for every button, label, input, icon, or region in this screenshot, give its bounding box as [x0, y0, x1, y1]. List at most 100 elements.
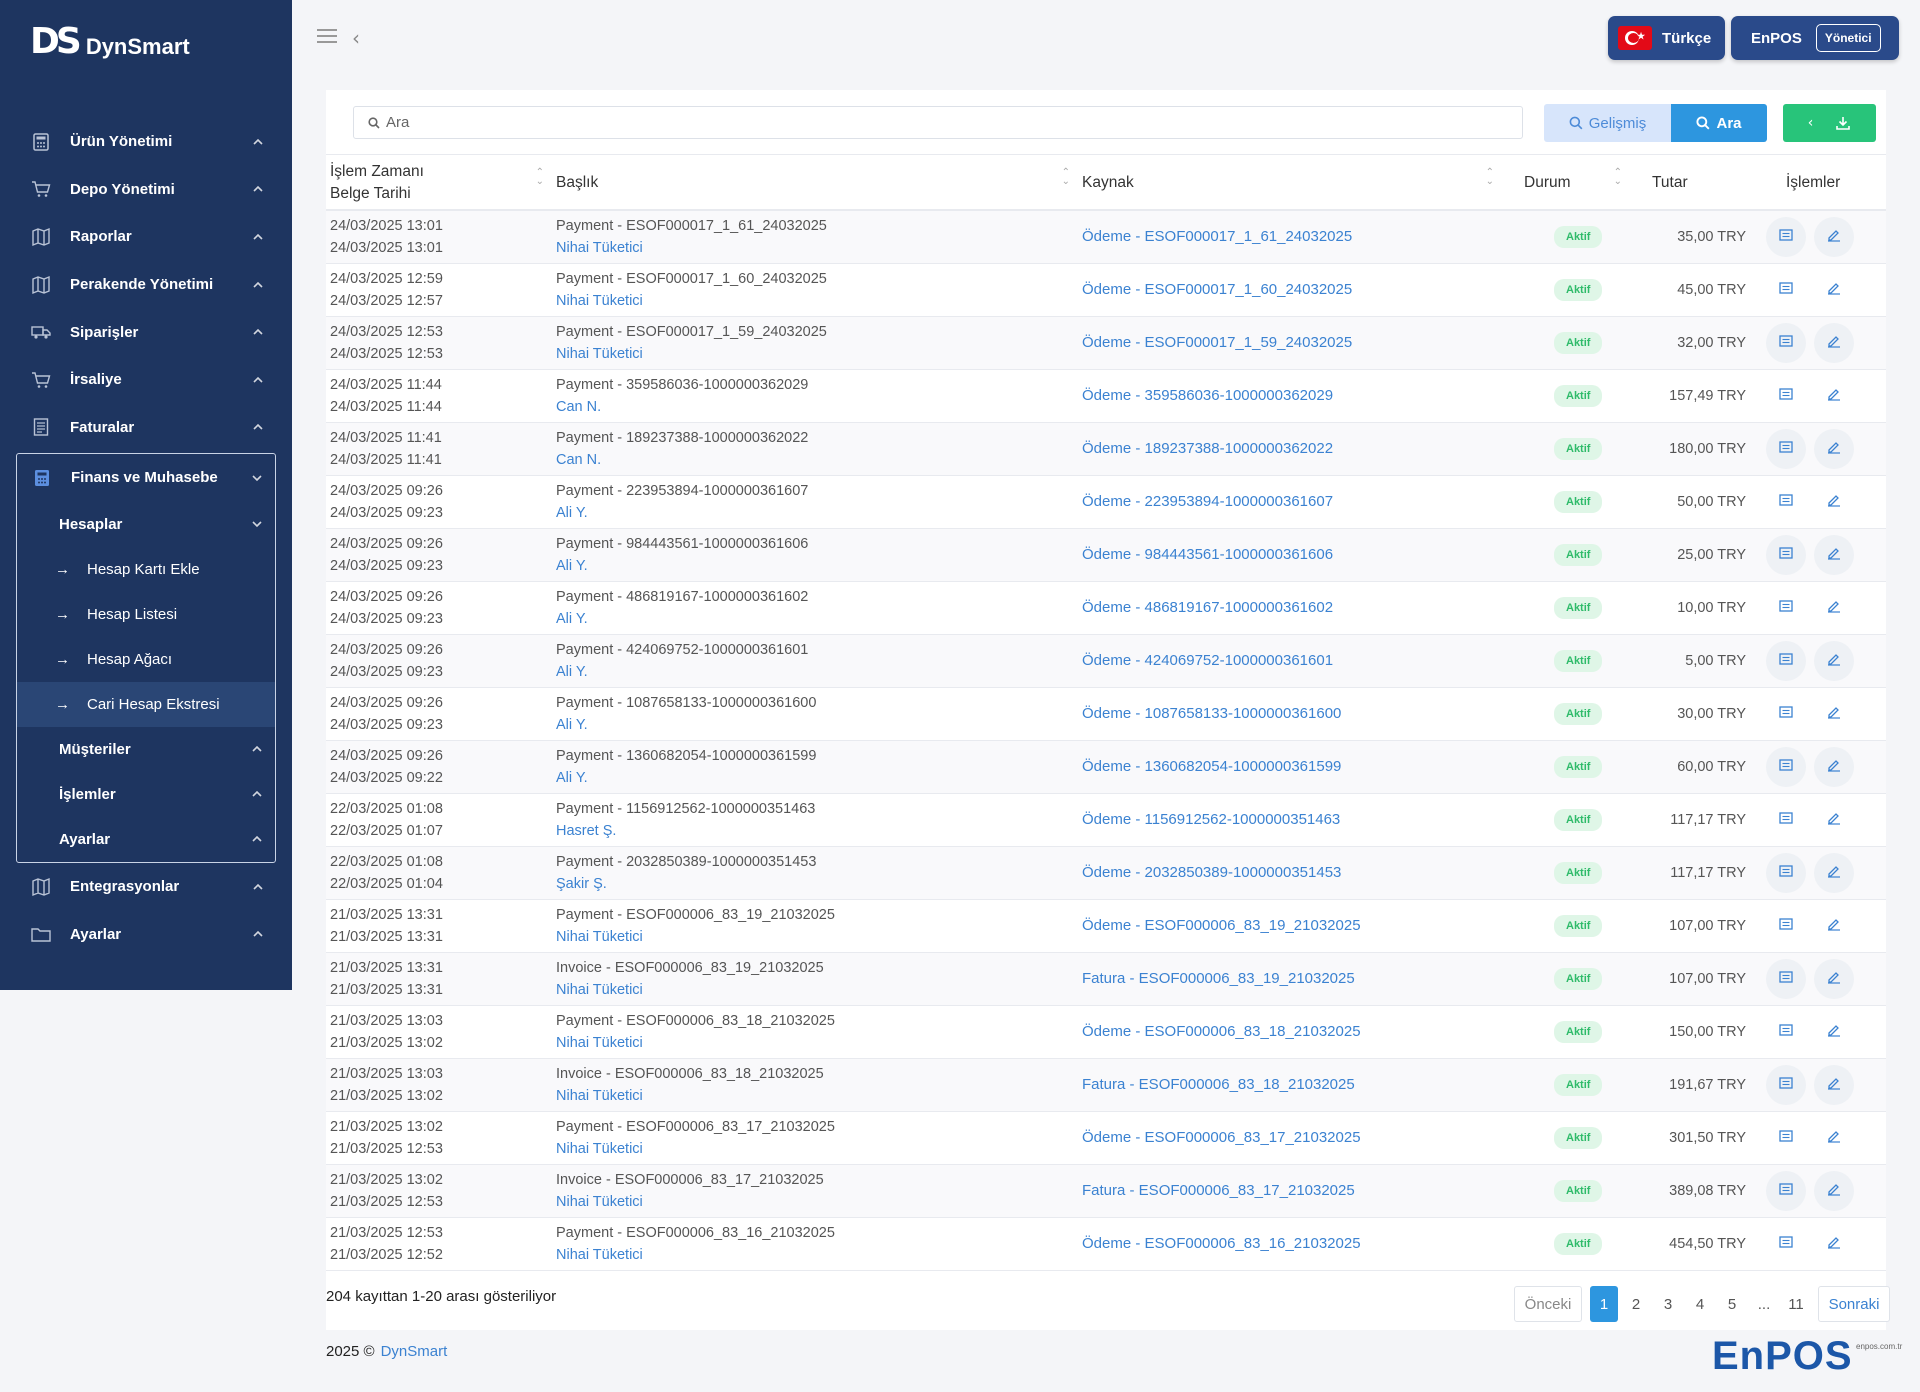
edit-button[interactable]	[1814, 800, 1854, 840]
detail-button[interactable]	[1766, 216, 1806, 257]
collapse-chevron-icon[interactable]: ‹	[352, 26, 360, 50]
page-button[interactable]: ...	[1757, 1295, 1771, 1313]
table-row[interactable]: 22/03/2025 01:08 22/03/2025 01:04 Paymen…	[326, 846, 1886, 900]
edit-button[interactable]	[1814, 958, 1855, 999]
detail-button[interactable]	[1766, 428, 1806, 469]
edit-button[interactable]	[1814, 746, 1855, 787]
edit-button[interactable]	[1814, 906, 1854, 946]
detail-button[interactable]	[1766, 1170, 1806, 1211]
edit-button[interactable]	[1814, 376, 1854, 416]
cell-source-link[interactable]: Ödeme - ESOF000006_83_17_21032025	[1078, 1111, 1502, 1165]
cell-customer-link[interactable]: Nihai Tüketici	[556, 1034, 643, 1051]
cell-customer-link[interactable]: Ali Y.	[556, 663, 588, 680]
table-row[interactable]: 24/03/2025 09:26 24/03/2025 09:23 Paymen…	[326, 634, 1886, 688]
sidebar-leaf-3[interactable]: → Cari Hesap Ekstresi	[17, 681, 275, 727]
cell-customer-link[interactable]: Nihai Tüketici	[556, 1140, 643, 1157]
detail-button[interactable]	[1766, 800, 1806, 840]
header-time[interactable]: İşlem Zamanı Belge Tarihi ⌃ ⌄	[326, 156, 552, 211]
sidebar-item-depo-y-netimi[interactable]: Depo Yönetimi	[0, 166, 292, 214]
table-row[interactable]: 21/03/2025 13:03 21/03/2025 13:02 Invoic…	[326, 1058, 1886, 1112]
cell-source-link[interactable]: Ödeme - 424069752-1000000361601	[1078, 634, 1502, 688]
sidebar-subitem-2[interactable]: Ayarlar	[17, 817, 275, 862]
cell-customer-link[interactable]: Şakir Ş.	[556, 875, 607, 892]
edit-button[interactable]	[1814, 1224, 1854, 1264]
detail-button[interactable]	[1766, 376, 1806, 416]
language-button[interactable]: ★ Türkçe	[1608, 16, 1725, 60]
cell-customer-link[interactable]: Nihai Tüketici	[556, 239, 643, 256]
sidebar-leaf-1[interactable]: → Hesap Listesi	[17, 592, 275, 637]
table-row[interactable]: 21/03/2025 13:31 21/03/2025 13:31 Invoic…	[326, 952, 1886, 1006]
cell-customer-link[interactable]: Nihai Tüketici	[556, 345, 643, 362]
detail-button[interactable]	[1766, 534, 1806, 575]
detail-button[interactable]	[1766, 906, 1806, 946]
cell-source-link[interactable]: Ödeme - 359586036-1000000362029	[1078, 369, 1502, 423]
detail-button[interactable]	[1766, 482, 1806, 522]
page-button[interactable]: 2	[1631, 1295, 1641, 1313]
edit-button[interactable]	[1814, 588, 1854, 628]
table-row[interactable]: 21/03/2025 13:02 21/03/2025 12:53 Paymen…	[326, 1111, 1886, 1165]
detail-button[interactable]	[1766, 1064, 1806, 1105]
edit-button[interactable]	[1814, 1064, 1855, 1105]
edit-button[interactable]	[1814, 270, 1854, 310]
cell-source-link[interactable]: Ödeme - 189237388-1000000362022	[1078, 422, 1502, 476]
sidebar-item-bottom-1[interactable]: Ayarlar	[0, 910, 292, 958]
edit-button[interactable]	[1814, 852, 1855, 893]
edit-button[interactable]	[1814, 1012, 1854, 1052]
detail-button[interactable]	[1766, 640, 1806, 681]
cell-source-link[interactable]: Ödeme - 486819167-1000000361602	[1078, 581, 1502, 635]
cell-customer-link[interactable]: Ali Y.	[556, 769, 588, 786]
edit-button[interactable]	[1814, 1118, 1854, 1158]
cell-source-link[interactable]: Ödeme - 1156912562-1000000351463	[1078, 793, 1502, 847]
detail-button[interactable]	[1766, 852, 1806, 893]
cell-source-link[interactable]: Ödeme - 223953894-1000000361607	[1078, 475, 1502, 529]
sidebar-item-faturalar[interactable]: Faturalar	[0, 404, 292, 452]
table-row[interactable]: 21/03/2025 13:02 21/03/2025 12:53 Invoic…	[326, 1164, 1886, 1218]
detail-button[interactable]	[1766, 588, 1806, 628]
cell-source-link[interactable]: Ödeme - 1360682054-1000000361599	[1078, 740, 1502, 794]
table-row[interactable]: 24/03/2025 13:01 24/03/2025 13:01 Paymen…	[326, 210, 1886, 264]
edit-button[interactable]	[1814, 1170, 1855, 1211]
cell-source-link[interactable]: Ödeme - ESOF000006_83_16_21032025	[1078, 1217, 1502, 1271]
prev-page-button[interactable]: Önceki	[1514, 1286, 1582, 1322]
hamburger-menu-icon[interactable]	[317, 28, 337, 44]
cell-source-link[interactable]: Ödeme - ESOF000006_83_18_21032025	[1078, 1005, 1502, 1059]
detail-button[interactable]	[1766, 1118, 1806, 1158]
cell-customer-link[interactable]: Nihai Tüketici	[556, 1193, 643, 1210]
cell-source-link[interactable]: Ödeme - ESOF000017_1_61_24032025	[1078, 210, 1502, 264]
cell-source-link[interactable]: Fatura - ESOF000006_83_18_21032025	[1078, 1058, 1502, 1112]
page-button[interactable]: 5	[1727, 1295, 1737, 1313]
advanced-search-button[interactable]: Gelişmiş	[1544, 104, 1671, 142]
cell-source-link[interactable]: Ödeme - 1087658133-1000000361600	[1078, 687, 1502, 741]
table-row[interactable]: 21/03/2025 13:03 21/03/2025 13:02 Paymen…	[326, 1005, 1886, 1059]
cell-customer-link[interactable]: Can N.	[556, 451, 602, 468]
next-page-button[interactable]: Sonraki	[1818, 1286, 1890, 1322]
page-button[interactable]: 1	[1590, 1286, 1618, 1322]
cell-customer-link[interactable]: Ali Y.	[556, 716, 588, 733]
sort-icon[interactable]: ⌃ ⌄	[535, 167, 544, 187]
cell-customer-link[interactable]: Can N.	[556, 398, 602, 415]
cell-customer-link[interactable]: Nihai Tüketici	[556, 1087, 643, 1104]
detail-button[interactable]	[1766, 1012, 1806, 1052]
sidebar-leaf-0[interactable]: → Hesap Kartı Ekle	[17, 547, 275, 592]
cell-source-link[interactable]: Ödeme - ESOF000006_83_19_21032025	[1078, 899, 1502, 953]
cell-customer-link[interactable]: Nihai Tüketici	[556, 981, 643, 998]
cell-customer-link[interactable]: Ali Y.	[556, 504, 588, 521]
table-row[interactable]: 22/03/2025 01:08 22/03/2025 01:07 Paymen…	[326, 793, 1886, 847]
sidebar-subitem-1[interactable]: İşlemler	[17, 772, 275, 817]
sidebar-item-r-n-y-netimi[interactable]: Ürün Yönetimi	[0, 118, 292, 166]
detail-button[interactable]	[1766, 322, 1806, 363]
cell-customer-link[interactable]: Ali Y.	[556, 557, 588, 574]
sidebar-item-bottom-0[interactable]: Entegrasyonlar	[0, 863, 292, 911]
cell-customer-link[interactable]: Nihai Tüketici	[556, 928, 643, 945]
cell-customer-link[interactable]: Ali Y.	[556, 610, 588, 627]
page-button[interactable]: 11	[1788, 1295, 1804, 1313]
detail-button[interactable]	[1766, 1224, 1806, 1264]
user-menu-button[interactable]: EnPOS Yönetici	[1731, 16, 1899, 60]
sidebar-item-i-rsaliye[interactable]: İrsaliye	[0, 356, 292, 404]
header-amount[interactable]: Tutar	[1630, 156, 1758, 211]
table-row[interactable]: 24/03/2025 09:26 24/03/2025 09:23 Paymen…	[326, 528, 1886, 582]
edit-button[interactable]	[1814, 694, 1854, 734]
edit-button[interactable]	[1814, 482, 1854, 522]
sidebar-item-raporlar[interactable]: Raporlar	[0, 213, 292, 261]
page-button[interactable]: 4	[1695, 1295, 1705, 1313]
